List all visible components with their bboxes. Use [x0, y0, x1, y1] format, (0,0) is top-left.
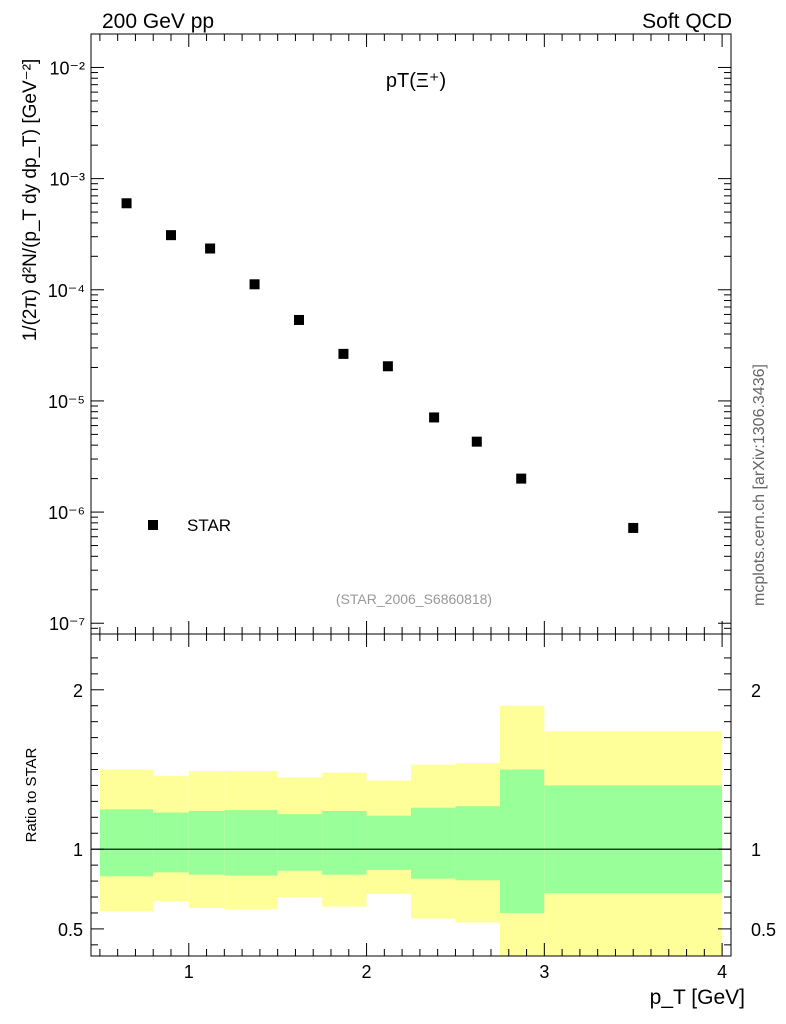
inner-band-bin-0: [99, 809, 154, 877]
main-ylabel: 1/(2π) d²N/(p_T dy dp_T) [GeV⁻²]: [20, 59, 41, 342]
data-point-2: [205, 243, 216, 254]
main-panel: 10⁻⁷ 10⁻⁶ 10⁻⁵ 10⁻⁴ 10⁻³ 10⁻² pT(Ξ⁺) 1/(2π) d…: [20, 33, 732, 635]
x-axis-label: p_T [GeV]: [650, 986, 745, 1009]
legend-label-star: STAR: [187, 516, 231, 535]
data-point-5: [338, 348, 349, 359]
inner-band-bin-1: [153, 812, 189, 873]
inner-band-bin-5: [322, 810, 367, 875]
data-point-3: [249, 279, 260, 290]
inner-band-bin-6: [366, 815, 411, 870]
header-right: Soft QCD: [642, 10, 732, 33]
data-point-9: [516, 473, 527, 484]
ratio-frame: [90, 633, 732, 957]
data-point-4: [294, 314, 304, 325]
data-point-7: [429, 412, 440, 423]
inner-band-bin-3: [224, 810, 278, 876]
ratio-axis-ticks: 1 2 3 4 0.5 0.5 1 1 2 2: [58, 634, 776, 982]
ytick-label-left: 1: [73, 840, 83, 860]
ytick-label-right: 0.5: [751, 920, 776, 940]
data-point-0: [121, 198, 132, 209]
ytick-label-right: 1: [751, 840, 761, 860]
legend-marker-star: [148, 520, 158, 530]
data-point-8: [471, 436, 482, 447]
inner-band-bin-10: [544, 785, 723, 894]
main-data-points: [121, 198, 639, 533]
xtick-label: 2: [362, 962, 372, 982]
data-point-6: [382, 361, 393, 372]
data-point-1: [166, 230, 176, 241]
ytick-label: 10⁻⁵: [48, 392, 85, 412]
inner-band-bin-7: [411, 807, 456, 879]
ytick-label: 10⁻⁶: [48, 503, 85, 523]
inner-band-bin-8: [455, 806, 500, 881]
ytick-label: 10⁻⁴: [48, 281, 85, 301]
ytick-label: 10⁻²: [49, 58, 85, 78]
main-frame: [90, 33, 732, 635]
ytick-label-right: 2: [751, 681, 761, 701]
data-point-10: [628, 522, 639, 533]
ytick-label: 10⁻³: [49, 170, 85, 190]
inner-band-bin-2: [188, 810, 225, 875]
xtick-label: 3: [539, 962, 549, 982]
ratio-bands: [99, 705, 723, 956]
side-label: mcplots.cern.ch [arXiv:1306.3436]: [751, 364, 768, 606]
watermark: (STAR_2006_S6860818): [336, 591, 492, 607]
xtick-label: 1: [184, 962, 194, 982]
xtick-label: 4: [717, 962, 727, 982]
main-title: pT(Ξ⁺): [386, 70, 446, 92]
ratio-ylabel: Ratio to STAR: [23, 747, 40, 842]
ytick-label-left: 2: [73, 681, 83, 701]
main-axis-ticks: 10⁻⁷ 10⁻⁶ 10⁻⁵ 10⁻⁴ 10⁻³ 10⁻²: [48, 33, 731, 635]
ratio-panel: 1 2 3 4 0.5 0.5 1 1 2 2 Ratio to STAR p_T [GeV]: [23, 633, 776, 1009]
ytick-label: 10⁻⁷: [49, 614, 85, 634]
ytick-label-left: 0.5: [58, 920, 83, 940]
inner-band-bin-9: [499, 769, 545, 913]
inner-band-bin-4: [277, 814, 323, 871]
header-left: 200 GeV pp: [102, 10, 214, 33]
